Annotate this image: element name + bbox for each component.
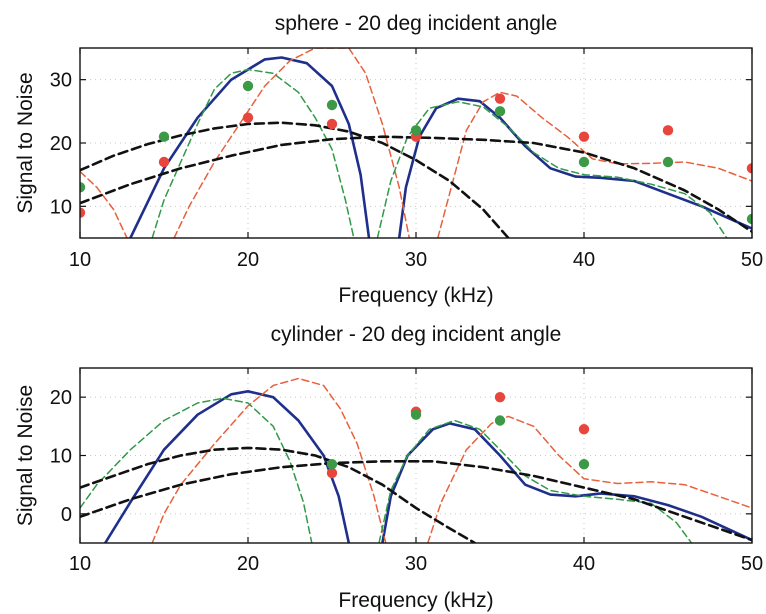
data-point [80, 182, 86, 193]
data-point [326, 118, 338, 130]
y-tick-label: 20 [50, 387, 72, 409]
y-tick-label: 30 [50, 70, 72, 92]
data-point [662, 125, 674, 136]
x-axis-label: Frequency (kHz) [338, 589, 493, 612]
x-tick-label: 10 [69, 553, 91, 575]
data-point [578, 156, 590, 168]
chart-title: sphere - 20 deg incident angle [275, 12, 558, 35]
chart-title: cylinder - 20 deg incident angle [271, 323, 562, 346]
x-tick-label: 50 [741, 553, 763, 575]
chart-panel-1: 10 20 30 40 50 10 20 30 sphere - 20 deg incident… [14, 12, 763, 307]
data-point [578, 131, 590, 142]
x-tick-label: 40 [573, 553, 595, 575]
series-line-5 [80, 135, 752, 233]
data-point [242, 112, 254, 123]
y-axis-label: Signal to Noise [14, 72, 37, 213]
y-tick-label: 10 [50, 446, 72, 468]
data-point [662, 156, 674, 168]
series-line-3 [151, 68, 728, 238]
y-tick-label: 10 [50, 196, 72, 218]
x-tick-label: 20 [237, 553, 259, 575]
data-point [158, 156, 170, 168]
series-line-2 [80, 48, 752, 238]
x-tick-label: 20 [237, 249, 259, 271]
x-axis-label: Frequency (kHz) [338, 284, 493, 307]
y-tick-label: 0 [61, 504, 72, 526]
data-point [494, 106, 506, 117]
x-tick-label: 30 [405, 553, 427, 575]
plot-area [80, 377, 752, 543]
data-point [326, 99, 338, 111]
data-point [326, 467, 338, 479]
data-point [746, 163, 752, 174]
plot-area [80, 48, 752, 238]
series-line-4 [80, 446, 477, 543]
y-axis-label: Signal to Noise [14, 385, 37, 526]
chart-panel-2: 10 20 30 40 50 0 10 20 cylinder - 20 deg inciden… [14, 323, 763, 612]
data-point [578, 424, 590, 435]
x-tick-label: 40 [573, 249, 595, 271]
data-point [326, 459, 338, 470]
data-point [494, 415, 506, 426]
data-point [410, 125, 422, 136]
data-point [410, 409, 422, 420]
data-point [578, 459, 590, 470]
x-tick-label: 50 [741, 249, 763, 271]
series-line-4 [80, 121, 510, 238]
data-point [494, 93, 506, 104]
data-point [494, 391, 506, 403]
series-line-5 [80, 460, 752, 542]
data-point [242, 80, 254, 92]
x-tick-label: 10 [69, 249, 91, 271]
data-point [158, 131, 170, 142]
series-line-1 [103, 390, 752, 543]
data-point [80, 207, 86, 218]
x-tick-label: 30 [405, 249, 427, 271]
series-line-2 [151, 377, 752, 543]
data-point [746, 213, 752, 225]
y-tick-label: 20 [50, 133, 72, 155]
